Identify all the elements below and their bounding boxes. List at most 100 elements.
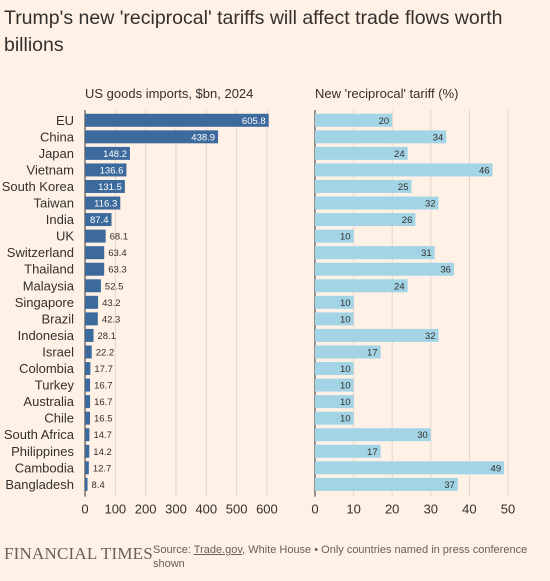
tariff-value-label: 32 (425, 199, 436, 210)
imports-xtick-label: 200 (135, 502, 157, 517)
tariff-bar (315, 444, 381, 458)
imports-value-label: 14.7 (93, 430, 112, 441)
category-label: Chile (44, 411, 74, 426)
tariff-value-label: 26 (402, 215, 413, 226)
tariff-value-label: 10 (340, 381, 351, 392)
tariff-bar (315, 246, 435, 260)
tariff-value-label: 10 (340, 298, 351, 309)
imports-value-label: 87.4 (90, 215, 109, 226)
tariff-xtick-label: 40 (462, 502, 476, 517)
imports-bar (85, 246, 105, 260)
tariff-value-label: 24 (394, 149, 405, 160)
tariff-bar (315, 279, 408, 293)
category-label: Colombia (19, 361, 75, 376)
imports-value-label: 136.6 (100, 165, 124, 176)
category-label: India (46, 212, 75, 227)
tariff-bar (315, 146, 408, 160)
imports-bar (85, 196, 121, 210)
tariff-bar (315, 461, 505, 475)
category-label: Malaysia (23, 278, 75, 293)
tariff-value-label: 10 (340, 414, 351, 425)
imports-value-label: 438.9 (191, 132, 215, 143)
tariff-value-label: 20 (379, 116, 390, 127)
imports-value-label: 131.5 (98, 182, 122, 193)
tariff-xtick-label: 30 (424, 502, 438, 517)
imports-value-label: 116.3 (94, 199, 117, 210)
tariff-bar (315, 328, 439, 342)
ft-logo-wordmark: FINANCIAL TIMES (4, 544, 153, 563)
imports-bar (85, 130, 219, 144)
imports-value-label: 17.7 (94, 364, 113, 375)
imports-bar (85, 345, 92, 359)
imports-value-label: 605.8 (242, 116, 266, 127)
imports-value-label: 68.1 (110, 232, 129, 243)
category-label: Brazil (41, 311, 74, 326)
category-label: EU (56, 113, 74, 128)
tariff-bar (315, 362, 354, 376)
tariff-bar (315, 262, 454, 276)
tariff-bar (315, 477, 458, 491)
category-label: South Korea (2, 179, 75, 194)
imports-bar (85, 477, 88, 491)
tariff-value-label: 25 (398, 182, 409, 193)
imports-value-label: 63.4 (108, 248, 127, 259)
imports-value-label: 16.7 (94, 397, 113, 408)
tariff-value-label: 36 (440, 265, 451, 276)
tariff-value-label: 31 (421, 248, 432, 259)
imports-bar (85, 312, 98, 326)
imports-xtick-label: 300 (165, 502, 187, 517)
imports-value-label: 43.2 (102, 298, 121, 309)
tariff-value-label: 17 (367, 447, 378, 458)
tariff-bar (315, 163, 493, 177)
category-label: Australia (23, 394, 74, 409)
category-label: South Africa (4, 427, 75, 442)
category-label: Bangladesh (5, 477, 74, 492)
source-link[interactable]: Trade.gov (193, 544, 243, 556)
imports-xtick-label: 400 (195, 502, 217, 517)
source-note: Source: Trade.gov, White House • Only co… (153, 543, 548, 571)
category-label: Thailand (24, 262, 74, 277)
imports-value-label: 16.5 (94, 414, 113, 425)
category-label: Indonesia (18, 328, 75, 343)
imports-bar (85, 146, 130, 160)
tariff-value-label: 34 (433, 132, 444, 143)
imports-bar (85, 163, 127, 177)
category-label: China (40, 129, 75, 144)
tariff-bar (315, 229, 354, 243)
imports-bar (85, 229, 106, 243)
tariff-value-label: 10 (340, 364, 351, 375)
source-rest: , White House • Only countries named in … (153, 544, 528, 570)
imports-value-label: 63.3 (108, 265, 127, 276)
imports-bar (85, 295, 99, 309)
imports-panel-title: US goods imports, $bn, 2024 (85, 86, 254, 101)
imports-xtick-label: 100 (104, 502, 126, 517)
tariff-panel-title: New 'reciprocal' tariff (%) (315, 86, 459, 101)
category-label: Taiwan (34, 196, 74, 211)
tariff-value-label: 37 (444, 480, 455, 491)
tariff-xtick-label: 0 (311, 502, 318, 517)
category-label: Singapore (15, 295, 74, 310)
imports-value-label: 12.7 (93, 463, 112, 474)
imports-value-label: 52.5 (105, 281, 124, 292)
imports-value-label: 28.1 (98, 331, 117, 342)
imports-bar (85, 428, 90, 442)
tariff-value-label: 32 (425, 331, 436, 342)
category-label: Cambodia (15, 460, 75, 475)
imports-value-label: 148.2 (103, 149, 127, 160)
imports-bar (85, 444, 90, 458)
imports-value-label: 16.7 (94, 381, 113, 392)
imports-bar (85, 362, 91, 376)
imports-xtick-label: 0 (81, 502, 88, 517)
tariff-value-label: 49 (491, 463, 502, 474)
imports-value-label: 14.2 (93, 447, 112, 458)
category-label: Israel (42, 344, 74, 359)
imports-bar (85, 378, 91, 392)
tariff-value-label: 10 (340, 397, 351, 408)
chart-title: Trump's new 'reciprocal' tariffs will af… (4, 7, 503, 56)
tariff-value-label: 46 (479, 165, 490, 176)
tariff-bar (315, 345, 381, 359)
tariff-bar (315, 411, 354, 425)
tariff-xtick-label: 10 (346, 502, 360, 517)
category-label: Vietnam (27, 162, 74, 177)
imports-bar (85, 411, 91, 425)
